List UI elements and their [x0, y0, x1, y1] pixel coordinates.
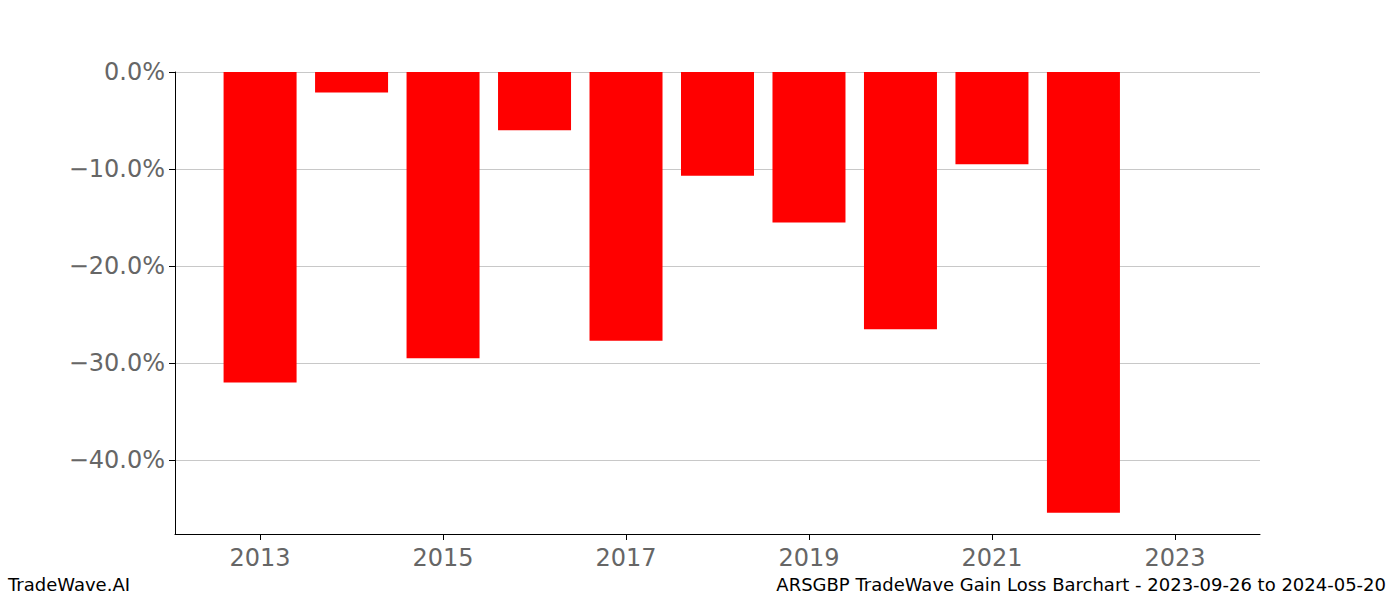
svg-text:−40.0%: −40.0% [69, 446, 165, 474]
svg-text:TradeWave.AI: TradeWave.AI [7, 574, 130, 595]
svg-text:2023: 2023 [1144, 544, 1205, 572]
svg-text:−20.0%: −20.0% [69, 252, 165, 280]
svg-text:2021: 2021 [961, 544, 1022, 572]
svg-text:−10.0%: −10.0% [69, 155, 165, 183]
svg-text:2019: 2019 [778, 544, 839, 572]
svg-text:0.0%: 0.0% [104, 58, 165, 86]
svg-text:−30.0%: −30.0% [69, 349, 165, 377]
svg-text:2017: 2017 [595, 544, 656, 572]
svg-text:ARSGBP TradeWave Gain Loss Bar: ARSGBP TradeWave Gain Loss Barchart - 20… [776, 574, 1386, 595]
svg-text:2013: 2013 [230, 544, 291, 572]
svg-text:2015: 2015 [413, 544, 474, 572]
